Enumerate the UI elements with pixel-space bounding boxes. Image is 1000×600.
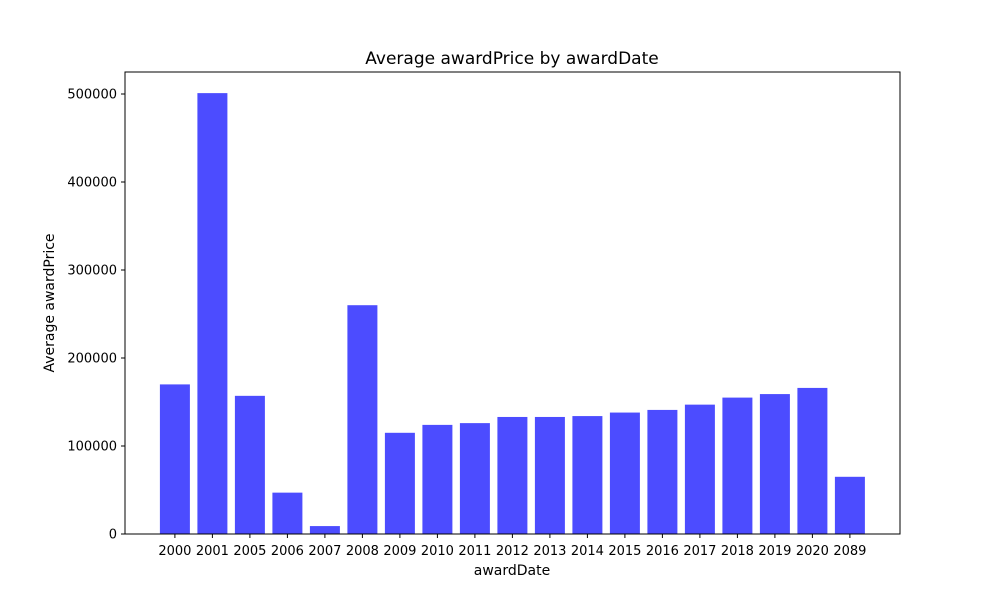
bar-2001 [197,93,228,535]
bar-2089 [834,476,865,534]
x-tick-label: 2010 [421,544,454,559]
x-tick-label: 2014 [571,544,604,559]
bar-2017 [684,404,715,534]
x-tick-label: 2012 [496,544,529,559]
bar-2008 [347,305,378,534]
x-tick-label: 2000 [158,544,191,559]
x-tick-label: 2009 [383,544,416,559]
bar-2015 [609,412,640,534]
x-tick-label: 2001 [196,544,229,559]
x-tick-label: 2006 [271,544,304,559]
x-axis: 2000 2001 2005 2006 2007 2008 2009 2010 2011 2012… [158,534,866,559]
bar-2010 [422,424,453,534]
bar-2014 [572,416,603,534]
bar-2018 [722,397,753,534]
y-tick-label: 300000 [67,264,117,279]
x-tick-label: 2013 [533,544,566,559]
x-tick-label: 2017 [683,544,716,559]
x-tick-label: 2007 [308,544,341,559]
bar-2006 [272,492,303,534]
x-tick-label: 2089 [833,544,866,559]
y-tick-label: 500000 [67,88,117,103]
x-tick-label: 2015 [608,544,641,559]
bar-2020 [797,387,828,534]
y-tick-label: 200000 [67,352,117,367]
bar-2013 [534,416,565,534]
y-axis: 0 100000 200000 300000 400000 500000 [67,88,125,543]
bars-group [159,93,865,535]
bar-2000 [159,384,190,534]
x-tick-label: 2020 [796,544,829,559]
y-axis-label: Average awardPrice [42,233,58,372]
x-axis-label: awardDate [474,563,550,579]
x-tick-label: 2019 [758,544,791,559]
y-tick-label: 0 [109,528,117,543]
bar-2005 [234,395,265,534]
bar-2011 [459,423,490,534]
bar-2019 [759,394,790,534]
x-tick-label: 2005 [233,544,266,559]
bar-2012 [497,416,528,534]
x-tick-label: 2016 [646,544,679,559]
bar-2009 [384,432,415,534]
x-tick-label: 2008 [346,544,379,559]
chart-title: Average awardPrice by awardDate [365,49,658,69]
x-tick-label: 2011 [458,544,491,559]
y-tick-label: 100000 [67,440,117,455]
bar-2007 [309,526,340,534]
y-tick-label: 400000 [67,176,117,191]
bar-2016 [647,409,678,534]
x-tick-label: 2018 [721,544,754,559]
